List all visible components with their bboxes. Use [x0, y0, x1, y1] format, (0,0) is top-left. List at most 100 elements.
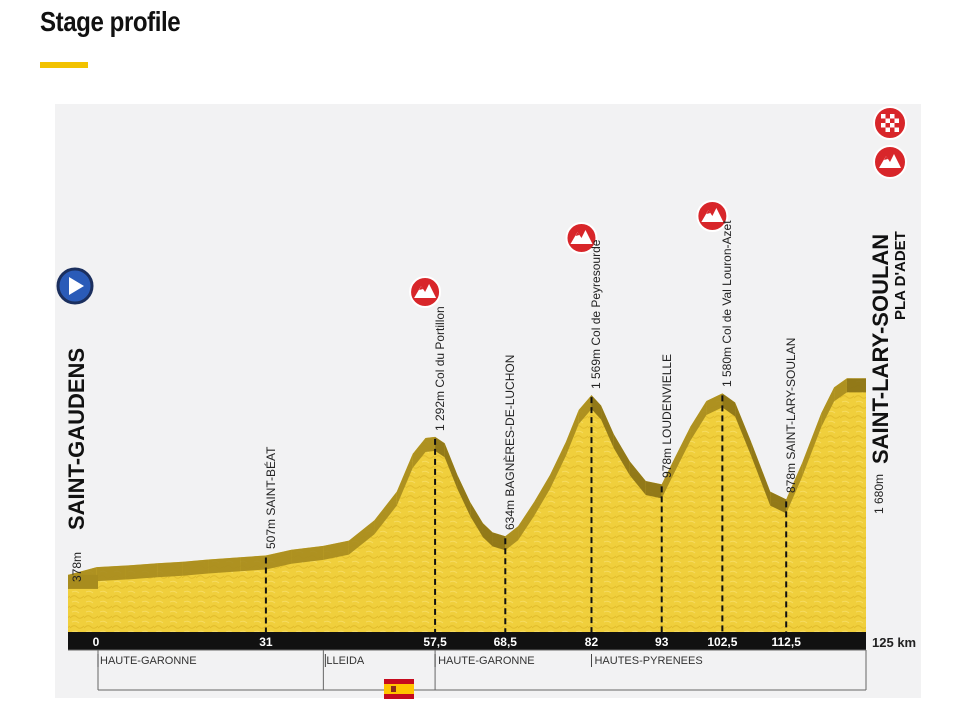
checkered-flag-icon: [873, 106, 907, 140]
climb-label: 1 292m Col du Portillon: [433, 306, 448, 431]
play-arrow-icon: [56, 267, 94, 305]
terrain-edge: [770, 491, 787, 514]
terrain-edge: [578, 395, 592, 425]
terrain-edge: [645, 481, 662, 499]
terrain-edge: [482, 523, 493, 547]
terrain-edge: [706, 393, 723, 415]
finish-town-label: SAINT-LARY-SOULAN: [868, 233, 893, 464]
km-tick-label: 31: [259, 635, 273, 649]
terrain-edge: [565, 410, 579, 456]
total-distance-unit: km: [897, 635, 917, 650]
terrain: [68, 378, 866, 632]
altitude-label: 1 680m: [872, 473, 886, 514]
terrain-edge: [751, 441, 771, 506]
mountain-icon-shape: [570, 230, 593, 244]
km-tick-label: 57,5: [423, 635, 447, 649]
terrain-edge: [396, 453, 413, 506]
total-distance: 125 km: [872, 635, 916, 650]
terrain-edge: [613, 434, 630, 476]
terrain-edge: [601, 405, 614, 449]
terrain-edge: [505, 526, 519, 551]
terrain-edge: [348, 520, 375, 555]
town-label: 878m SAINT-LARY-SOULAN: [784, 338, 799, 494]
mountain-icon-peak: [575, 232, 580, 236]
terrain-edge: [591, 395, 602, 420]
terrain-edge: [722, 393, 736, 417]
town-label: 634m BAGNÈRES-DE-LUCHON: [503, 354, 518, 531]
terrain-edge: [265, 549, 292, 570]
terrain-edge: [291, 545, 324, 564]
terrain-edge: [444, 443, 458, 489]
terrain-edge: [518, 502, 535, 541]
terrain-edge: [834, 378, 847, 402]
distance-bar: [68, 632, 866, 650]
mountain-icon-shape: [414, 284, 437, 298]
checkered-square: [881, 123, 886, 128]
terrain-edge: [435, 436, 445, 458]
climb-label: 1 569m Col de Peyresourde: [589, 239, 604, 390]
terrain-edge: [96, 565, 126, 582]
checkered-square: [881, 114, 886, 119]
km-tick-labels: 0 31 57,5 68,5 82 93 102,5 112,5: [93, 635, 802, 649]
km-tick-label: 93: [655, 635, 669, 649]
region-label: HAUTE-GARONNE: [438, 655, 535, 667]
climb-label: 1 580m Col de Val Louron-Azet: [720, 220, 735, 388]
terrain-edge: [425, 436, 436, 452]
km-tick-label: 0: [93, 635, 100, 649]
terrain-edge: [661, 458, 675, 499]
checkered-square: [890, 114, 895, 119]
terrain-edge: [690, 400, 707, 441]
checkered-square: [885, 118, 890, 123]
point-guides: [264, 395, 788, 632]
terrain-edge: [457, 474, 471, 517]
mountain-icon-shape: [701, 208, 724, 222]
play-arrow-shape: [69, 277, 84, 295]
terrain-edge: [674, 426, 691, 473]
terrain-edge: [549, 441, 566, 489]
title-underline: [40, 62, 88, 68]
total-distance-value: 125: [872, 635, 894, 650]
mountain-icon: [409, 276, 442, 308]
terrain-edge: [846, 378, 866, 393]
markers: [56, 106, 907, 699]
terrain-edge: [182, 559, 209, 576]
km-tick-label: 102,5: [707, 635, 737, 649]
checkered-square: [894, 118, 899, 123]
mountain-icon: [696, 200, 729, 232]
terrain-edge: [534, 474, 550, 517]
region-label: HAUTES-PYRENEES: [594, 655, 702, 667]
terrain-edge: [157, 561, 183, 578]
finish-subname-label: PLA D'ADET: [892, 231, 909, 320]
checkered-square: [890, 123, 895, 128]
spain-flag-yellow: [384, 684, 414, 694]
terrain-edge: [323, 540, 349, 560]
terrain-edge: [125, 563, 158, 580]
terrain-edge: [735, 402, 752, 456]
checkered-square: [894, 127, 899, 132]
terrain-edge: [802, 413, 822, 477]
mountain-icon-peak: [706, 210, 711, 214]
km-tick-label: 68,5: [494, 635, 518, 649]
km-tick-label: 82: [585, 635, 599, 649]
terrain-edge: [629, 461, 646, 495]
town-label: 978m LOUDENVIELLE: [659, 354, 674, 479]
terrain-edge: [240, 555, 266, 572]
terrain-edge: [821, 387, 835, 428]
page-title: Stage profile: [40, 6, 181, 37]
terrain-edge: [412, 437, 426, 468]
mountain-icon-peak: [419, 286, 424, 290]
mountain-icon-peak: [884, 156, 888, 160]
terrain-edge: [68, 574, 98, 589]
terrain-edge: [374, 491, 397, 535]
region-label: HAUTE-GARONNE: [100, 655, 197, 667]
region-label: LLEIDA: [326, 655, 365, 667]
km-tick-label: 112,5: [772, 635, 802, 649]
region-brackets: HAUTE-GARONNE LLEIDA HAUTE-GARONNE HAUTES-P…: [68, 649, 867, 691]
town-label: 507m SAINT-BÉAT: [263, 446, 278, 550]
terrain-edge: [208, 557, 241, 574]
spain-flag-crest: [391, 686, 396, 692]
terrain-edge: [786, 462, 803, 514]
mountain-icon-shape: [879, 154, 901, 168]
mountain-icon: [565, 222, 598, 254]
checkered-square: [885, 127, 890, 132]
